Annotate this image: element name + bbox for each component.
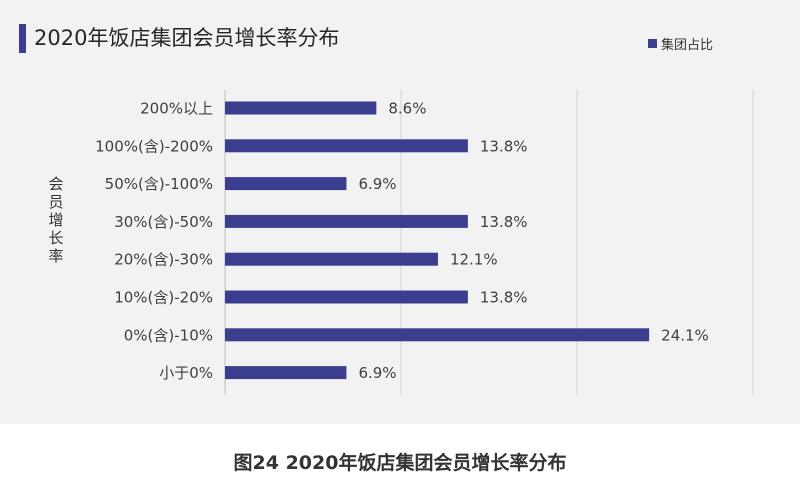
bar: [225, 328, 650, 342]
bar-chart: 200%以上 8.6% 100%(含)-200% 13.8% 50%(含)-100% 6.…: [95, 90, 754, 395]
title-accent-bar: [19, 24, 26, 53]
bar: [225, 290, 468, 304]
category-label: 100%(含)-200%: [95, 137, 213, 155]
data-label: 6.9%: [358, 175, 396, 193]
figure-caption: 图24 2020年饭店集团会员增长率分布: [233, 452, 567, 474]
y-axis-label: 会员增长率: [48, 175, 64, 265]
legend: 集团占比: [648, 34, 713, 53]
data-label: 13.8%: [480, 213, 528, 231]
chart-panel: [0, 0, 800, 424]
data-label: 13.8%: [480, 289, 528, 307]
bar: [225, 177, 347, 191]
category-label: 50%(含)-100%: [105, 175, 213, 193]
category-label: 30%(含)-50%: [114, 213, 213, 231]
bar: [225, 366, 347, 380]
chart-title: 2020年饭店集团会员增长率分布: [34, 26, 340, 50]
legend-swatch: [648, 39, 657, 48]
data-label: 12.1%: [450, 251, 498, 269]
category-label: 200%以上: [140, 100, 213, 118]
bar: [225, 139, 468, 153]
data-label: 6.9%: [358, 364, 396, 382]
data-label: 24.1%: [661, 326, 709, 344]
bar: [225, 214, 468, 228]
bar: [225, 101, 377, 115]
data-label: 13.8%: [480, 137, 528, 155]
category-label: 0%(含)-10%: [124, 326, 213, 344]
category-label: 10%(含)-20%: [114, 289, 213, 307]
data-label: 8.6%: [388, 100, 426, 118]
legend-label: 集团占比: [661, 38, 714, 53]
bar: [225, 252, 438, 266]
category-label: 20%(含)-30%: [114, 251, 213, 269]
category-label: 小于0%: [159, 364, 213, 382]
